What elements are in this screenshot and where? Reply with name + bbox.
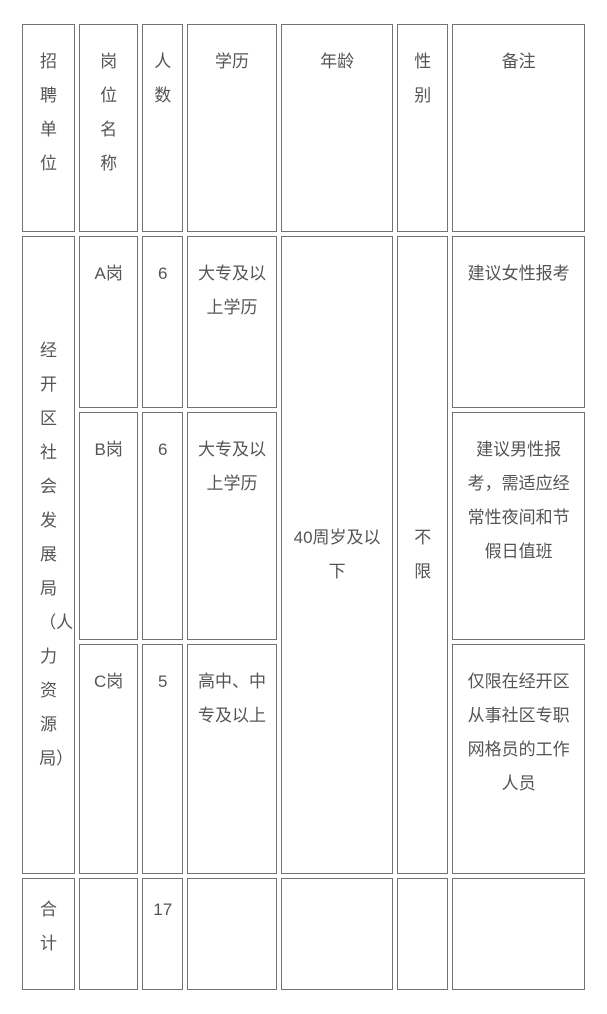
header-edu: 学历 — [187, 24, 277, 232]
header-org: 招聘单位 — [22, 24, 75, 232]
cell-empty — [187, 878, 277, 990]
cell-edu: 大专及以上学历 — [187, 236, 277, 408]
header-note: 备注 — [452, 24, 585, 232]
cell-sex: 不限 — [397, 236, 448, 874]
cell-edu: 高中、中专及以上 — [187, 644, 277, 874]
header-post: 岗位名称 — [79, 24, 138, 232]
cell-age: 40周岁及以下 — [281, 236, 393, 874]
header-count: 人数 — [142, 24, 183, 232]
cell-note: 仅限在经开区从事社区专职网格员的工作人员 — [452, 644, 585, 874]
cell-note: 建议男性报考，需适应经常性夜间和节假日值班 — [452, 412, 585, 640]
recruitment-table: 招聘单位 岗位名称 人数 学历 年龄 性别 备注 经开区社会发展局（人力资源局）… — [18, 20, 589, 994]
cell-empty — [397, 878, 448, 990]
cell-empty — [452, 878, 585, 990]
table-total-row: 合计 17 — [22, 878, 585, 990]
table-header-row: 招聘单位 岗位名称 人数 学历 年龄 性别 备注 — [22, 24, 585, 232]
cell-post: B岗 — [79, 412, 138, 640]
header-age: 年龄 — [281, 24, 393, 232]
header-sex: 性别 — [397, 24, 448, 232]
cell-org: 经开区社会发展局（人力资源局） — [22, 236, 75, 874]
cell-total-count: 17 — [142, 878, 183, 990]
cell-edu: 大专及以上学历 — [187, 412, 277, 640]
cell-count: 6 — [142, 412, 183, 640]
cell-count: 6 — [142, 236, 183, 408]
table-row: 经开区社会发展局（人力资源局） A岗 6 大专及以上学历 40周岁及以下 不限 … — [22, 236, 585, 408]
cell-note: 建议女性报考 — [452, 236, 585, 408]
cell-post: A岗 — [79, 236, 138, 408]
cell-post: C岗 — [79, 644, 138, 874]
cell-count: 5 — [142, 644, 183, 874]
cell-empty — [79, 878, 138, 990]
cell-empty — [281, 878, 393, 990]
cell-total-label: 合计 — [22, 878, 75, 990]
